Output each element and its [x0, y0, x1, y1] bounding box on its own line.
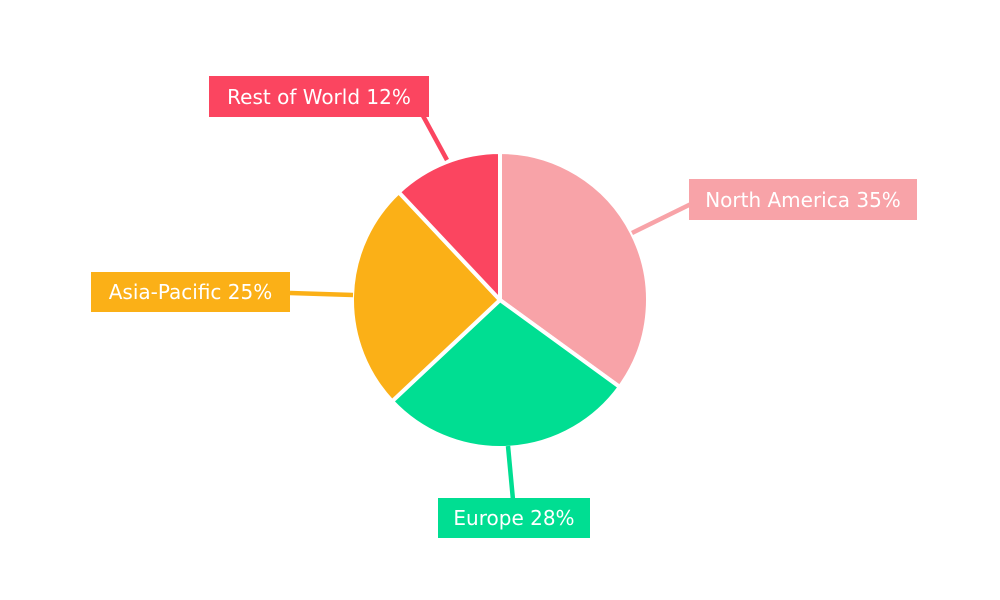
pie-label-europe: Europe 28%: [438, 498, 590, 538]
pie-slice-north-america[interactable]: [498, 150, 650, 389]
pie-leader-line-asia-pacific: [289, 290, 354, 298]
pie-leader-line-rest-of-world: [420, 112, 449, 162]
pie-leader-line-europe: [505, 445, 516, 501]
pie-label-north-america: North America 35%: [689, 179, 917, 220]
pie-label-rest-of-world: Rest of World 12%: [209, 76, 429, 117]
pie-leader-line-north-america: [631, 201, 692, 236]
pie-label-asia-pacific: Asia-Pacific 25%: [91, 272, 290, 312]
pie-slice-rest-of-world[interactable]: [396, 150, 502, 302]
